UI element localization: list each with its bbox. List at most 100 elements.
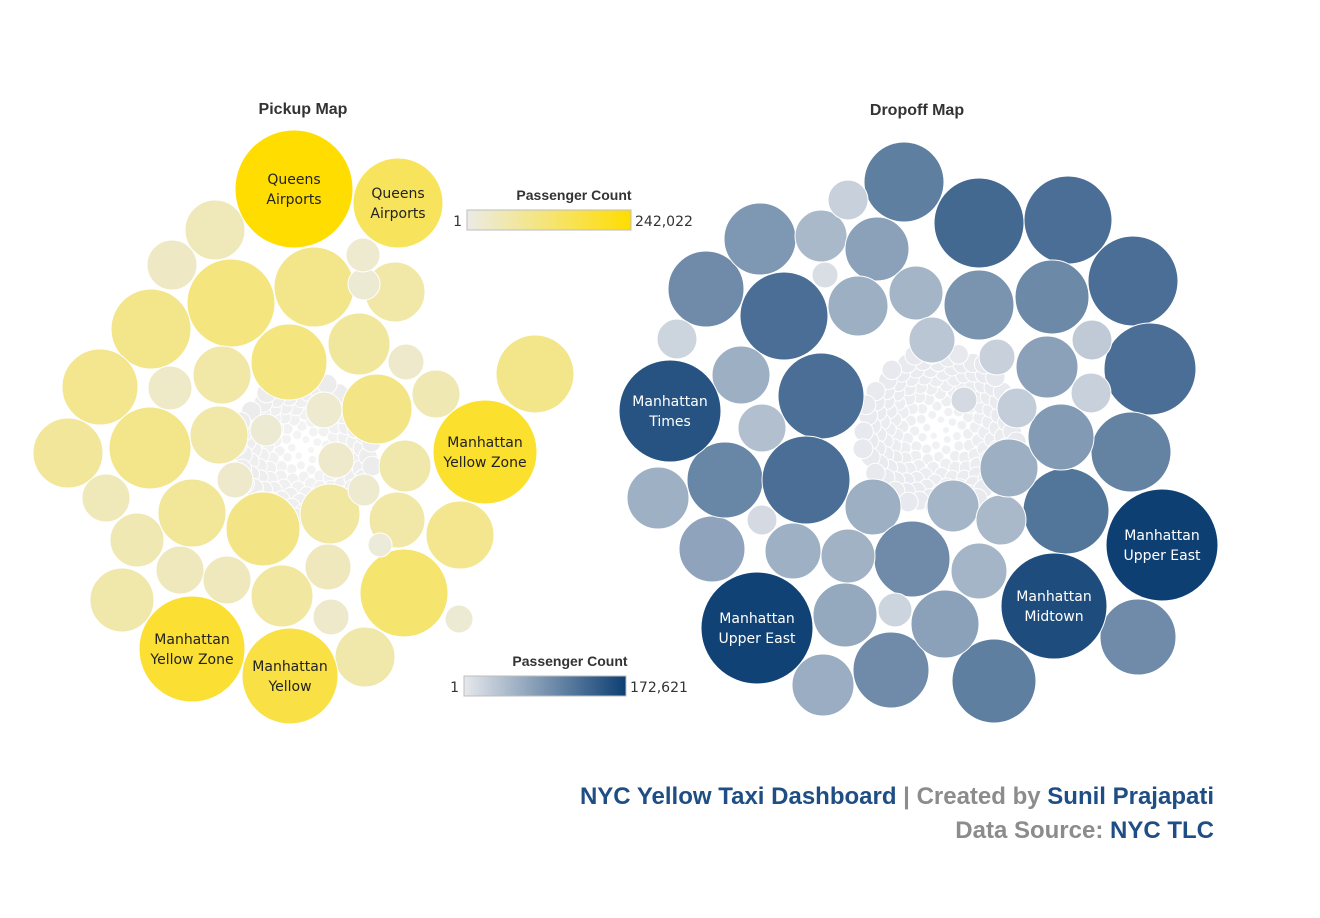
- pickup-bubble: [425, 500, 495, 570]
- bubble-label-line: Midtown: [1024, 609, 1083, 625]
- dropoff-bubble: [910, 589, 980, 659]
- dropoff-bubble: [739, 271, 829, 361]
- pickup-small-bubble: [282, 451, 293, 463]
- dropoff-legend-title: Passenger Count: [512, 653, 627, 669]
- bubble-label-line: Airports: [370, 206, 425, 222]
- dropoff-small-bubble: [881, 359, 903, 381]
- pickup-bubble: [359, 548, 449, 638]
- dropoff-small-bubble: [927, 409, 938, 420]
- pickup-bubble: [250, 323, 328, 401]
- dropoff-bubble: [1027, 403, 1095, 471]
- bubble-label-line: Upper East: [1123, 548, 1201, 564]
- dropoff-small-bubble: [921, 443, 933, 455]
- pickup-legend-max: 242,022: [635, 214, 693, 230]
- dropoff-bubble: [791, 653, 855, 717]
- dropoff-bubble: [1090, 411, 1172, 493]
- pickup-bubble: [378, 439, 432, 493]
- bubble-label-line: Manhattan: [1016, 589, 1091, 605]
- dropoff-bubble: [656, 318, 698, 360]
- dropoff-legend-max: 172,621: [630, 680, 688, 696]
- pickup-bubble: [109, 512, 165, 568]
- dropoff-small-bubble: [852, 438, 874, 460]
- pickup-bubble: [444, 604, 474, 634]
- dropoff-bubble: [1087, 235, 1179, 327]
- footer-separator: |: [896, 783, 917, 810]
- pickup-bubble: [189, 405, 249, 465]
- dropoff-small-bubble: [947, 417, 958, 427]
- dropoff-bubble: [777, 352, 865, 440]
- dropoff-bubble: [827, 179, 869, 221]
- dropoff-small-bubble: [930, 440, 941, 451]
- pickup-small-bubble: [286, 442, 297, 453]
- dropoff-labeled-bubble: [700, 571, 814, 685]
- dropoff-small-bubble: [931, 400, 943, 412]
- pickup-bubble: [89, 567, 155, 633]
- pickup-small-bubble: [294, 451, 304, 461]
- pickup-bubble: [327, 312, 391, 376]
- dropoff-small-bubble: [943, 406, 954, 418]
- pickup-bubble: [32, 417, 104, 489]
- dropoff-small-bubble: [942, 434, 952, 445]
- pickup-bubble: [312, 598, 350, 636]
- dropoff-bubble: [711, 345, 771, 405]
- dropoff-bubble: [667, 250, 745, 328]
- dashboard-footer: NYC Yellow Taxi Dashboard | Created by S…: [580, 780, 1214, 848]
- pickup-bubble: [225, 491, 301, 567]
- dropoff-bubble: [723, 202, 797, 276]
- pickup-labeled-bubble: [352, 157, 444, 249]
- pickup-bubble: [411, 369, 461, 419]
- pickup-bubble: [202, 555, 252, 605]
- dropoff-small-bubble: [936, 415, 946, 425]
- dropoff-small-bubble: [941, 425, 951, 435]
- dropoff-bubble: [975, 494, 1027, 546]
- dropoff-bubbles: [618, 141, 1219, 724]
- bubble-label-line: Times: [648, 414, 691, 430]
- pickup-bubble-labels: Queens Airports Queens Airports Manhattan Yel…: [149, 172, 526, 695]
- dropoff-labeled-bubble: [1105, 488, 1219, 602]
- pickup-legend-min: 1: [453, 214, 462, 230]
- pickup-bubble: [345, 237, 381, 273]
- bubble-label-line: Airports: [266, 192, 321, 208]
- pickup-bubble: [305, 391, 343, 429]
- dropoff-bubble: [764, 522, 822, 580]
- dropoff-bubble: [978, 338, 1016, 376]
- pickup-map-title: Pickup Map: [259, 101, 348, 118]
- pickup-bubble: [347, 473, 381, 507]
- bubble-label: Queens Airports: [370, 186, 425, 222]
- footer-line-2: Data Source: NYC TLC: [580, 814, 1214, 848]
- dropoff-bubble: [951, 638, 1037, 724]
- pickup-bubble: [184, 199, 246, 261]
- dropoff-bubble: [811, 261, 839, 289]
- dropoff-bubble: [812, 582, 878, 648]
- bubble-label-line: Manhattan: [447, 435, 522, 451]
- dropoff-bubble: [950, 386, 978, 414]
- pickup-small-bubble: [301, 435, 311, 445]
- pickup-bubble: [155, 545, 205, 595]
- bubble-label: Queens Airports: [266, 172, 321, 208]
- dropoff-small-bubble: [917, 432, 928, 443]
- bubble-label: Manhattan Upper East: [718, 611, 796, 647]
- dropoff-small-bubble: [922, 422, 932, 433]
- pickup-labeled-bubble: [495, 334, 575, 414]
- dropoff-bubble: [1015, 335, 1079, 399]
- bubble-label-line: Yellow: [267, 679, 311, 695]
- dropoff-bubble: [794, 209, 848, 263]
- pickup-small-bubble: [280, 433, 292, 445]
- dropoff-small-bubble: [908, 425, 921, 437]
- pickup-bubble: [273, 246, 355, 328]
- dropoff-labeled-bubble: [1000, 552, 1108, 660]
- dropoff-bubble: [950, 542, 1008, 600]
- bubble-label-line: Manhattan: [1124, 528, 1199, 544]
- pickup-small-bubble: [295, 460, 306, 471]
- dropoff-bubble: [678, 515, 746, 583]
- dropoff-bubble: [1099, 598, 1177, 676]
- dropoff-bubble: [737, 403, 787, 453]
- dropoff-bubble: [844, 216, 910, 282]
- dropoff-bubble: [908, 316, 956, 364]
- bubble-label-line: Yellow Zone: [149, 652, 233, 668]
- bubble-label: Manhattan Midtown: [1016, 589, 1091, 625]
- pickup-labeled-bubble: [241, 627, 339, 725]
- dropoff-bubble: [943, 269, 1015, 341]
